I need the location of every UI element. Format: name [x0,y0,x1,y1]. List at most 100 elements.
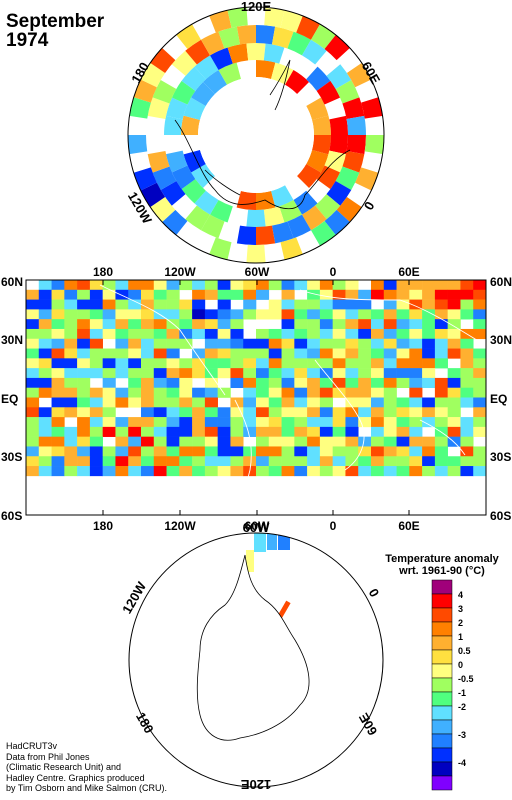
grid-cell [396,407,410,418]
grid-cell [204,338,218,349]
grid-cell [166,368,180,379]
np-cell [171,165,196,190]
grid-cell [307,328,321,340]
grid-cell [102,309,116,320]
grid-cell [434,387,448,398]
grid-cell [192,319,206,330]
np-cell [185,205,210,231]
grid-cell [358,407,372,418]
grid-cell [153,338,167,349]
grid-cell [371,348,385,359]
grid-cell [128,280,142,291]
grid-cell [281,407,295,418]
grid-cell [345,426,359,437]
grid-cell [268,436,282,447]
grid-cell [38,417,52,428]
grid-cell [332,348,346,359]
grid-cell [409,358,423,369]
grid-cell [26,397,40,408]
legend-label: -3 [458,730,466,740]
lat-labels-right: 60N 30N EQ 30S 60S [490,275,512,523]
grid-cell [128,319,142,330]
grid-cell [179,407,193,418]
legend-label: 3 [458,604,463,614]
np-cell [160,181,186,206]
grid-cell [396,456,410,467]
grid-cell [473,397,487,408]
lat-label-30s-right: 30S [490,450,511,464]
np-cell [191,81,215,106]
grid-cell [434,446,448,457]
grid-cell [294,456,308,467]
grid-cell [204,426,218,437]
grid-cell [319,280,333,291]
grid-cell [192,358,206,369]
grid-cell [153,280,167,291]
grid-cell [192,348,206,359]
grid-cell [153,319,167,330]
grid-cell [319,319,333,330]
grid-cell [243,397,257,408]
grid-cell [396,309,410,320]
grid-cell [332,368,346,379]
grid-cell [115,319,129,330]
grid-cell [141,417,155,428]
grid-cell [281,397,295,408]
grid-cell [371,377,385,389]
legend-swatch [431,747,453,763]
grid-cell [128,309,142,320]
grid-cell [332,456,346,467]
grid-cell [153,446,167,457]
grid-cell [358,377,372,389]
north-coastlines [174,59,351,210]
grid-cell [128,358,142,369]
grid-cell [358,446,372,457]
title-year: 1974 [6,30,49,51]
grid-cell [89,280,103,291]
grid-cell [307,456,321,467]
grid-cell [141,348,155,359]
grid-cell [204,289,218,300]
grid-cell [204,397,218,408]
grid-cell [153,387,167,398]
grid-cell [192,309,206,320]
grid-cell [409,348,423,359]
grid-cell [166,387,180,398]
grid-cell [422,456,436,467]
grid-cell [409,368,423,379]
grid-cell [460,387,474,398]
grid-cell [422,348,436,359]
legend-title-line2: wrt. 1961-90 (°C) [399,565,485,577]
grid-cell [38,280,52,291]
grid-cell [89,299,103,310]
grid-cell [77,407,91,418]
np-cell [133,79,157,103]
grid-cell [89,358,103,369]
grid-cell [473,299,487,310]
legend-swatch [431,677,453,693]
grid-cell [115,289,129,300]
grid-cell [434,299,448,310]
grid-cell [409,387,423,398]
grid-cell [256,417,270,428]
sp-label-120w: 120W [119,579,149,617]
grid-cell [434,377,448,389]
grid-cell [383,328,397,340]
grid-cell [422,407,436,418]
grid-cell [51,319,65,330]
np-cell [166,150,188,173]
grid-cell [422,358,436,369]
grid-cell [115,417,129,428]
north-polar-map: 120E 60E 0 180 120W [125,0,385,264]
np-cell [306,150,329,173]
grid-cell [473,466,487,477]
grid-cell [473,319,487,330]
grid-cell [447,348,461,359]
np-cell [297,164,321,189]
grid-cell [256,407,270,418]
grid-cell [204,377,218,389]
grid-cell [281,377,295,389]
grid-cell [332,299,346,310]
np-cell [364,135,384,155]
np-cell [271,185,294,208]
